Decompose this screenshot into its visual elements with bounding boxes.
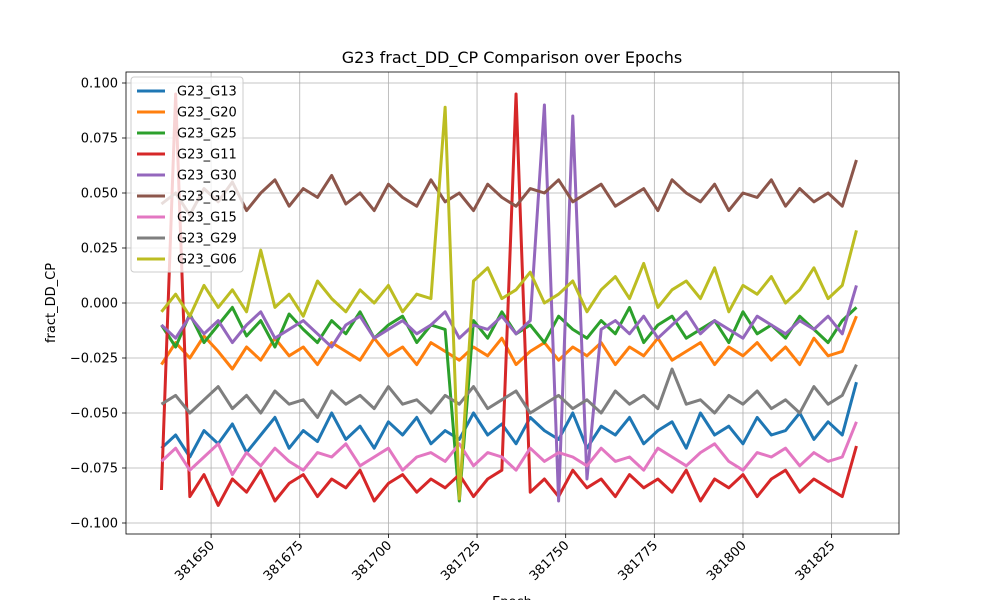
y-tick-label: 0.050 (81, 187, 118, 202)
legend-label: G23_G12 (177, 190, 237, 205)
series-line (160, 381, 858, 459)
x-tick-label: 381825 (793, 538, 839, 584)
x-tick-label: 381675 (261, 538, 307, 584)
y-tick-label: 0.025 (81, 242, 118, 257)
legend: G23_G13 G23_G20 G23_G25 G23_G11 G23_G30 G23_G… (130, 76, 244, 273)
series-line (160, 105, 858, 501)
legend-box (130, 76, 244, 273)
legend-label: G23_G30 (177, 169, 237, 184)
legend-label: G23_G06 (177, 253, 237, 268)
legend-label: G23_G15 (177, 211, 237, 226)
x-axis-label: Epoch (492, 595, 532, 600)
legend-label: G23_G13 (177, 85, 237, 100)
x-tick-label: 381800 (704, 538, 750, 584)
legend-label: G23_G11 (177, 148, 237, 163)
series-line (160, 159, 858, 217)
legend-label: G23_G20 (177, 106, 237, 121)
y-tick-label: 0.000 (81, 297, 118, 312)
x-tick-label: 381700 (350, 538, 396, 584)
series-line (160, 363, 858, 419)
legend-label: G23_G29 (177, 232, 237, 247)
y-tick-label: 0.100 (81, 77, 118, 92)
y-tick-label: 0.075 (81, 132, 118, 147)
series-line (159, 92, 858, 507)
x-tick-label: 381725 (438, 538, 484, 584)
y-tick-label: −0.075 (70, 462, 118, 477)
legend-label: G23_G25 (177, 127, 237, 142)
y-axis-label: fract_DD_CP (44, 263, 59, 343)
series-line (160, 103, 858, 503)
series-line (160, 421, 858, 477)
x-tick-label: 381650 (172, 538, 218, 584)
y-tick-label: −0.050 (70, 407, 118, 422)
y-tick-label: −0.025 (70, 352, 118, 367)
x-tick-label: 381750 (527, 538, 573, 584)
chart-title: G23 fract_DD_CP Comparison over Epochs (342, 48, 682, 68)
plot-frame (125, 71, 900, 535)
x-tick-label: 381775 (615, 538, 661, 584)
y-tick-label: −0.100 (70, 517, 118, 532)
